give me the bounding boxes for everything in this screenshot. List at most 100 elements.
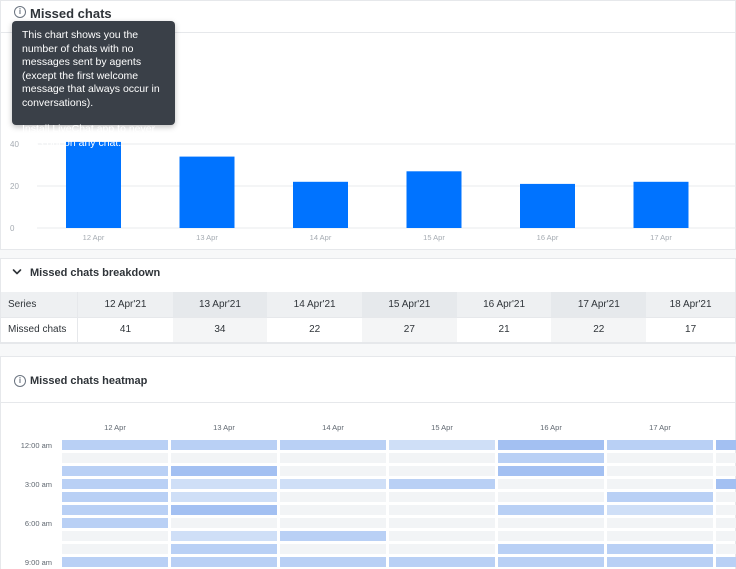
heatmap-cell[interactable] [171,505,277,515]
chevron-down-icon[interactable] [11,266,23,278]
heatmap-cell[interactable] [607,557,713,567]
heatmap-cell[interactable] [498,479,604,489]
data-cell: 34 [172,317,268,343]
data-cell: 27 [362,317,457,343]
heatmap-cell[interactable] [607,466,713,476]
heatmap-cell[interactable] [607,492,713,502]
info-icon[interactable]: i [14,375,26,387]
heatmap-cell[interactable] [716,453,736,463]
heatmap-cell[interactable] [716,440,736,450]
heatmap-cell[interactable] [716,492,736,502]
heatmap-cell[interactable] [607,453,713,463]
heatmap-cell[interactable] [716,466,736,476]
heatmap-cell[interactable] [62,531,168,541]
heatmap-cell[interactable] [62,440,168,450]
heatmap-cell[interactable] [389,518,495,528]
heatmap-day-label: 12 Apr [104,423,126,432]
heatmap-cell[interactable] [62,505,168,515]
heatmap-cell[interactable] [607,518,713,528]
heatmap-cell[interactable] [389,492,495,502]
heatmap-cell[interactable] [62,492,168,502]
heatmap-cell[interactable] [280,505,386,515]
x-tick-label: 12 Apr [83,233,105,242]
heatmap-cell[interactable] [389,466,495,476]
heatmap-cell[interactable] [280,557,386,567]
heatmap-cell[interactable] [607,531,713,541]
heatmap-time-label: 3:00 am [25,480,52,489]
heatmap-cell[interactable] [498,492,604,502]
heatmap-cell[interactable] [498,518,604,528]
heatmap-cell[interactable] [498,531,604,541]
heatmap-cell[interactable] [716,518,736,528]
heatmap-cell[interactable] [280,453,386,463]
bar[interactable] [520,183,575,228]
bar[interactable] [633,181,689,228]
heatmap-cell[interactable] [389,440,495,450]
heatmap-cell[interactable] [389,531,495,541]
heatmap-cell[interactable] [716,505,736,515]
heatmap-cell[interactable] [498,453,604,463]
heatmap-cell[interactable] [62,479,168,489]
heatmap-cell[interactable] [498,544,604,554]
heatmap-cell[interactable] [716,544,736,554]
heatmap-cell[interactable] [171,466,277,476]
heatmap-cell[interactable] [389,479,495,489]
heatmap-cell[interactable] [62,557,168,567]
heatmap-cell[interactable] [280,440,386,450]
data-cell: 17 [646,317,735,343]
heatmap-cell[interactable] [716,531,736,541]
heatmap-cell[interactable] [389,557,495,567]
heatmap-cell[interactable] [171,531,277,541]
heatmap-cell[interactable] [498,466,604,476]
heatmap-cell[interactable] [280,466,386,476]
heatmap-cell[interactable] [171,557,277,567]
heatmap-cell[interactable] [280,479,386,489]
heatmap-cell[interactable] [62,544,168,554]
heatmap-cell[interactable] [62,466,168,476]
data-cell: 22 [267,317,362,343]
heatmap-cell[interactable] [389,544,495,554]
heatmap-time-label: 9:00 am [25,558,52,567]
heatmap-cell[interactable] [280,492,386,502]
row-label-missed-chats: Missed chats [1,317,79,343]
heatmap-title: Missed chats heatmap [30,375,148,387]
heatmap-cell[interactable] [171,544,277,554]
heatmap-card: i Missed chats heatmap 12 Apr 13 Apr 14 Ap… [0,356,736,569]
heatmap-cell[interactable] [389,505,495,515]
bar[interactable] [179,156,235,228]
x-tick-label: 16 Apr [537,233,559,242]
heatmap-cell[interactable] [498,505,604,515]
heatmap-cell[interactable] [607,505,713,515]
heatmap-cell[interactable] [280,544,386,554]
heatmap-cell[interactable] [716,479,736,489]
heatmap-cell[interactable] [62,453,168,463]
chart-title: Missed chats [30,6,112,21]
heatmap-cell[interactable] [716,557,736,567]
heatmap-cell[interactable] [280,531,386,541]
y-tick-label: 40 [10,140,19,149]
info-icon[interactable]: i [14,6,26,18]
heatmap-cell[interactable] [171,492,277,502]
heatmap-day-label: 17 Apr [649,423,671,432]
heatmap-cell[interactable] [498,557,604,567]
heatmap-cell[interactable] [280,518,386,528]
heatmap-cell[interactable] [607,479,713,489]
breakdown-header[interactable]: Missed chats breakdown [1,259,735,289]
heatmap-cell[interactable] [62,518,168,528]
heatmap-cell[interactable] [607,440,713,450]
heatmap-cell[interactable] [389,453,495,463]
heatmap-day-label: 15 Apr [431,423,453,432]
tooltip-link-suffix: to never miss out on any chat. [22,123,156,149]
heatmap-cell[interactable] [171,440,277,450]
heatmap-cell[interactable] [171,453,277,463]
bar[interactable] [66,141,121,228]
heatmap-day-label: 14 Apr [322,423,344,432]
heatmap-cell[interactable] [498,440,604,450]
install-livechat-link[interactable]: Install LiveChat app [22,123,115,135]
bar[interactable] [293,181,348,228]
heatmap-cell[interactable] [171,479,277,489]
heatmap-cell[interactable] [171,518,277,528]
data-cell: 22 [551,317,647,343]
heatmap-cell[interactable] [607,544,713,554]
bar[interactable] [406,171,462,228]
